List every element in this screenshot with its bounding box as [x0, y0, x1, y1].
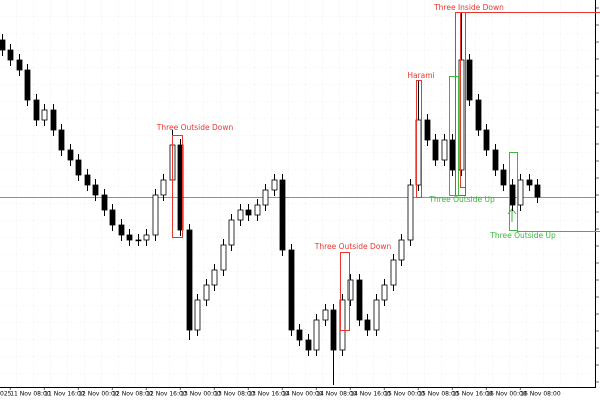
candle-body [305, 339, 312, 351]
x-tick-label: 13 Nov 16:00 [248, 391, 289, 398]
candle-body [109, 209, 116, 226]
candle-body [509, 184, 516, 206]
candle-body [398, 239, 405, 261]
candle-body [92, 184, 99, 196]
candle-body [75, 159, 82, 176]
pattern-box [172, 135, 183, 238]
candle-body [475, 99, 482, 131]
candle-body [160, 179, 167, 196]
x-tick-label: 16 Nov 00:00 [486, 391, 527, 398]
candle-body [381, 284, 388, 301]
candle-body [458, 59, 465, 171]
candle-body [271, 179, 278, 191]
y-axis-ticks [595, 7, 599, 383]
candle-body [0, 39, 6, 51]
candle-body [135, 239, 142, 242]
candle-body [203, 284, 210, 301]
candle-body [500, 169, 507, 186]
candle-body [322, 309, 329, 321]
candle-body [101, 194, 108, 211]
candle-body [364, 319, 371, 331]
candle-body [534, 184, 541, 198]
pattern-label: Harami [407, 71, 434, 80]
candle-body [441, 139, 448, 161]
candle-body [126, 234, 133, 241]
candle-body [279, 179, 286, 251]
x-tick-label: 14 Nov 08:00 [316, 391, 357, 398]
candle-body [152, 194, 159, 236]
candle-body [186, 229, 193, 331]
x-tick-label: 14 Nov 00:00 [282, 391, 323, 398]
x-tick-label: 12 Nov 00:00 [78, 391, 119, 398]
candle-body [432, 139, 439, 161]
candle-body [296, 329, 303, 341]
candle-body [24, 69, 31, 101]
grid [0, 0, 595, 387]
candle-body [526, 179, 533, 186]
candle-body [313, 319, 320, 351]
candle-body [262, 189, 269, 206]
pattern-label: Three Outside Up [489, 231, 556, 240]
candle-body [58, 129, 65, 151]
candle-body [41, 109, 48, 121]
candle-body [228, 219, 235, 246]
candle-body [84, 174, 91, 186]
x-tick-label: 15 Nov 16:00 [452, 391, 493, 398]
pattern-label: Three Outside Up [428, 195, 495, 204]
candle-body [7, 49, 14, 61]
candle-body [211, 269, 218, 286]
pattern-box [460, 12, 466, 188]
candle-body [237, 209, 244, 221]
x-tick-label: 14 Nov 16:00 [350, 391, 391, 398]
x-tick-label: 12 Nov 16:00 [146, 391, 187, 398]
candle-body [67, 149, 74, 161]
pattern-box [416, 80, 422, 198]
candle-body [390, 259, 397, 286]
x-tick-label: 11 Nov 08:00 [10, 391, 51, 398]
candle-body [254, 204, 261, 216]
candle-body [407, 184, 414, 241]
x-tick-label: 16 Nov 08:00 [520, 391, 561, 398]
candle-body [373, 299, 380, 331]
candle-body [288, 249, 295, 331]
pattern-box [509, 152, 518, 231]
candle-body [245, 209, 252, 216]
candle-body [466, 59, 473, 101]
candle-body [483, 129, 490, 151]
x-tick-label: 13 Nov 00:00 [180, 391, 221, 398]
candle-body [347, 279, 354, 301]
x-tick-label: 13 Nov 08:00 [214, 391, 255, 398]
candle-body [330, 309, 337, 351]
candle-body [33, 99, 40, 121]
candle-body [449, 139, 456, 171]
x-tick-label: 11 Nov 16:00 [44, 391, 85, 398]
x-tick-label: 15 Nov 00:00 [384, 391, 425, 398]
candle-body [143, 234, 150, 241]
candle-body [424, 119, 431, 141]
candle-body [118, 224, 125, 236]
candle-body [492, 149, 499, 171]
candle-body [517, 179, 524, 206]
pattern-label: Three Outside Down [314, 242, 392, 251]
x-tick-label: 025 [0, 391, 12, 398]
candle-body [220, 244, 227, 271]
candle-body [194, 299, 201, 331]
candle-body [50, 109, 57, 131]
pattern-box [449, 76, 459, 196]
candle-body [356, 279, 363, 321]
pattern-box [340, 252, 350, 331]
x-tick-label: 15 Nov 08:00 [418, 391, 459, 398]
pattern-label: Three Inside Down [433, 3, 504, 12]
candle-body [16, 59, 23, 71]
pattern-label: Three Outside Down [156, 123, 234, 132]
x-tick-label: 12 Nov 08:00 [112, 391, 153, 398]
